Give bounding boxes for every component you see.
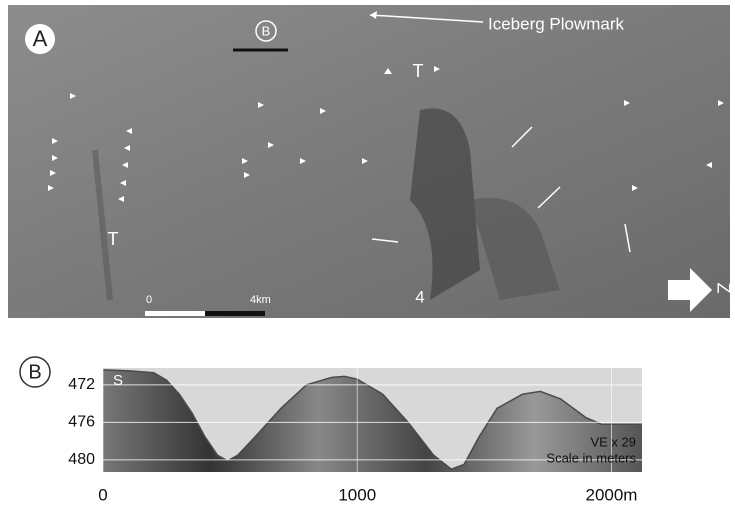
marker-label: B bbox=[262, 23, 271, 38]
y-tick-label: 472 bbox=[68, 376, 95, 393]
panel-label: B bbox=[28, 361, 41, 383]
panel-label: A bbox=[33, 26, 48, 51]
scale-label: 0 bbox=[146, 294, 152, 306]
figure: A B Iceberg Plowmark T T 4 0 4km Z B S V… bbox=[0, 0, 735, 509]
y-tick-label: 476 bbox=[68, 414, 95, 431]
page: {"panel_a": {"label": "A", "marker": "B"… bbox=[0, 0, 735, 509]
north-label: Z bbox=[713, 283, 733, 294]
start-label: S bbox=[113, 372, 123, 389]
plowmark-label: Iceberg Plowmark bbox=[488, 14, 625, 33]
x-tick-label: 0 bbox=[98, 485, 107, 504]
x-tick-label: 1000 bbox=[338, 485, 376, 504]
scale-label: 4km bbox=[250, 294, 271, 306]
panel-a: A B Iceberg Plowmark T T 4 0 4km Z bbox=[8, 5, 733, 318]
x-tick-label: 2000m bbox=[585, 485, 637, 504]
feature-label: 4 bbox=[415, 287, 424, 306]
scale-bar bbox=[145, 311, 205, 316]
trough-label: T bbox=[108, 229, 119, 249]
scale-bar bbox=[205, 311, 265, 316]
trough-label: T bbox=[413, 61, 424, 81]
y-tick-label: 480 bbox=[68, 451, 95, 468]
relief-image bbox=[8, 5, 730, 318]
annotation: Scale in meters bbox=[546, 450, 636, 465]
annotation: VE x 29 bbox=[590, 434, 636, 449]
